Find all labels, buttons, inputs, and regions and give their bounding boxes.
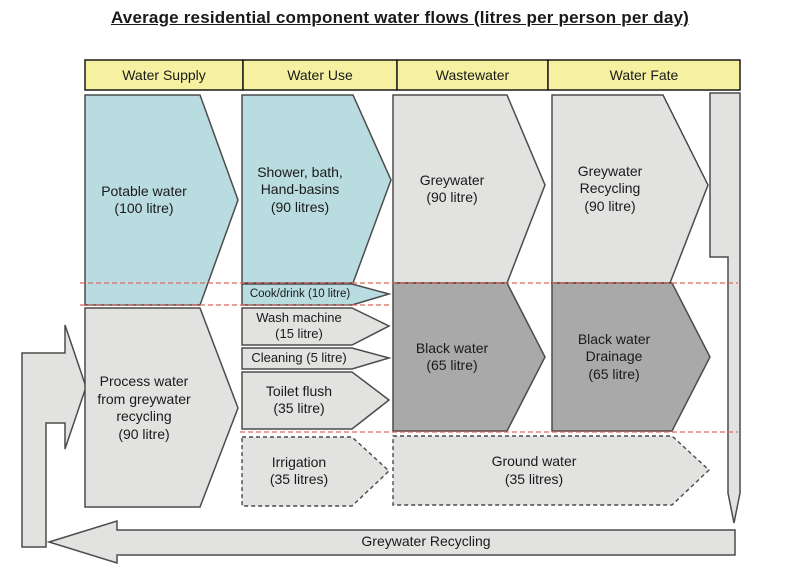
potable-water-arrow — [84, 94, 239, 306]
header-cell-water-use — [242, 59, 398, 91]
toilet-flush-arrow — [241, 371, 391, 430]
header-label-water-use: Water Use — [287, 67, 353, 83]
greywater-recycling-arrow — [551, 94, 709, 284]
cook-drink-arrow — [241, 283, 392, 306]
greywater-downpipe — [709, 92, 741, 524]
irrigation-arrow — [241, 436, 391, 507]
diagram-title: Average residential component water flow… — [110, 8, 690, 27]
wash-machine-arrow — [241, 307, 391, 346]
greywater-arrow — [392, 94, 546, 284]
shower-bath-arrow — [241, 94, 392, 284]
header-cell-water-fate — [547, 59, 741, 91]
greywater-recycling-return-arrow — [46, 519, 736, 565]
process-water-arrow — [84, 307, 239, 508]
cleaning-arrow — [241, 347, 392, 370]
ground-water-arrow — [392, 435, 711, 506]
header-label-water-supply: Water Supply — [122, 67, 206, 83]
black-water-arrow — [392, 282, 546, 432]
header-label-water-fate: Water Fate — [609, 67, 679, 83]
black-water-drainage-arrow — [551, 282, 711, 432]
header-label-wastewater: Wastewater — [435, 67, 510, 83]
recycled-water-inlet-arrow — [21, 324, 87, 548]
